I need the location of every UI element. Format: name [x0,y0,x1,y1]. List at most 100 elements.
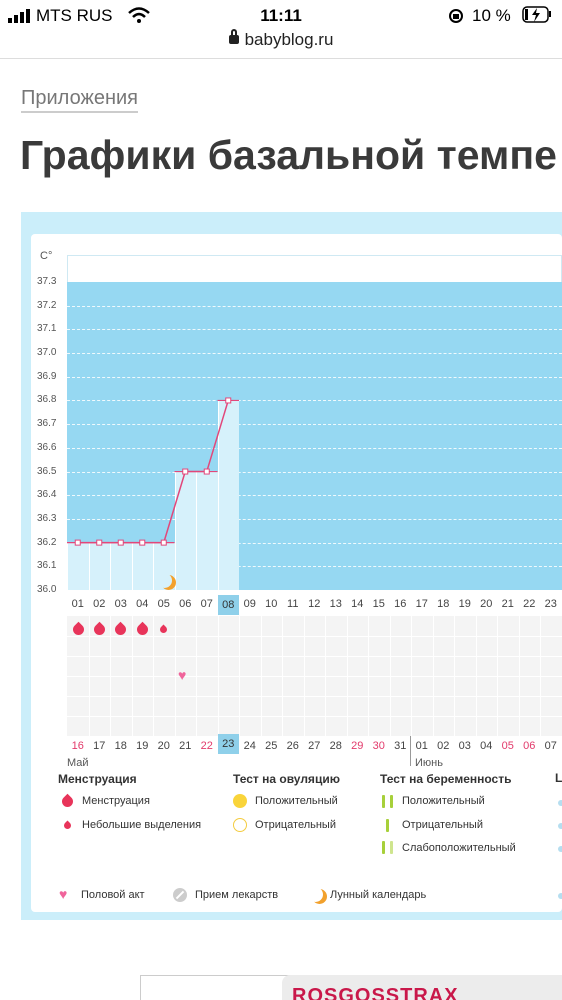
intercourse-icon: ♥ [178,667,187,683]
intercourse-icon: ♥ [59,886,68,902]
cycle-day-label: 03 [114,598,127,610]
y-tick-label: 36.4 [37,489,57,501]
legend-intercourse: Половой акт [81,889,145,901]
legend-pregnancy-negative: Отрицательный [402,819,483,831]
temperature-bar [131,542,153,590]
y-tick-label: 37.0 [37,347,57,359]
temperature-point [96,539,103,546]
cycle-day-label: 17 [415,598,428,610]
grid-row-line [67,716,562,717]
wifi-icon [128,7,150,23]
month-may: Май [67,757,89,769]
pregnancy-positive-icon [390,795,393,808]
cycle-day-label: 01 [71,598,84,610]
grid-row-line [67,656,562,657]
legend-menstruation: Менструация [82,795,150,807]
legend-extra-marker [558,846,562,852]
cycle-day-label: 08 [217,595,239,615]
carrier: MTS RUS [36,6,113,25]
legend-extra-title: L [555,771,562,785]
ad-text[interactable]: ROSGOSSTRAX [292,985,459,1000]
date-label: 30 [372,740,385,752]
temperature-bar [88,542,110,590]
grid-line [67,566,562,568]
status-bar: MTS RUS 11:11 10 % [0,0,562,30]
header-divider [0,58,562,59]
month-separator [410,736,411,766]
temperature-bar [196,471,218,590]
cycle-day-label: 12 [308,598,321,610]
date-label: 01 [415,740,428,752]
date-label: 31 [394,740,407,752]
pregnancy-positive-icon [382,795,385,808]
cycle-day-label: 09 [243,598,256,610]
date-label: 03 [458,740,471,752]
lock-icon [228,29,239,44]
cycle-day-label: 20 [480,598,493,610]
cycle-day-label: 14 [351,598,364,610]
temperature-point [203,468,210,475]
legend-menstruation-title: Менструация [58,772,137,786]
date-label: 21 [179,740,192,752]
y-tick-label: 36.9 [37,370,57,382]
temperature-bar [153,542,175,590]
y-tick-label: 36.3 [37,512,57,524]
grid-row-line [67,676,562,677]
date-label: 22 [200,740,213,752]
cycle-day-label: 06 [179,598,192,610]
cycle-day-label: 11 [287,598,299,610]
clock: 11:11 [260,6,302,25]
date-label: 24 [243,740,256,752]
legend-extra-marker [558,893,562,899]
temperature-bar [67,542,89,590]
cycle-day-label: 15 [372,598,385,610]
grid-line [67,542,562,544]
y-tick-label: 37.2 [37,299,57,311]
grid-line [67,424,562,426]
legend-extra-marker [558,800,562,806]
date-label: 27 [308,740,321,752]
legend-ovulation-title: Тест на овуляцию [233,772,340,786]
cycle-day-label: 22 [523,598,536,610]
legend-pregnancy-faint: Слабоположительный [402,842,516,854]
date-label: 20 [157,740,170,752]
legend-pregnancy-title: Тест на беременность [380,772,512,786]
category-link[interactable]: Приложения [21,87,139,113]
temperature-point [160,539,167,546]
y-tick-label: 37.1 [37,323,57,335]
plot-area [67,282,562,590]
moon-icon [157,573,172,588]
temperature-point [139,539,146,546]
temperature-point [74,539,81,546]
temperature-point [117,539,124,546]
y-tick-label: 36.7 [37,418,57,430]
pregnancy-faint-icon [382,841,385,854]
address-bar[interactable]: babyblog.ru [0,29,562,56]
month-june: Июнь [415,757,443,769]
ad-banner[interactable] [282,975,562,1000]
date-label: 23 [217,734,239,754]
pregnancy-faint-icon [390,841,393,854]
ovulation-negative-icon [233,818,247,832]
moon-icon [308,887,323,902]
legend-ovulation-negative: Отрицательный [255,819,336,831]
cycle-day-label: 04 [136,598,149,610]
grid-line [67,353,562,355]
cycle-day-label: 10 [265,598,278,610]
temperature-bar [174,471,196,590]
temperature-bar [217,400,239,590]
temperature-point [225,397,232,404]
cycle-day-label: 21 [501,598,514,610]
battery-percent: 10 % [472,6,511,25]
cycle-day-label: 23 [544,598,557,610]
ovulation-positive-icon [233,794,247,808]
y-tick-label: 36.6 [37,441,57,453]
y-tick-label: 36.8 [37,394,57,406]
cycle-day-label: 16 [394,598,407,610]
cycle-day-label: 13 [329,598,342,610]
legend-medication: Прием лекарств [195,889,279,901]
date-label: 26 [286,740,299,752]
y-tick-label: 37.3 [37,276,57,287]
